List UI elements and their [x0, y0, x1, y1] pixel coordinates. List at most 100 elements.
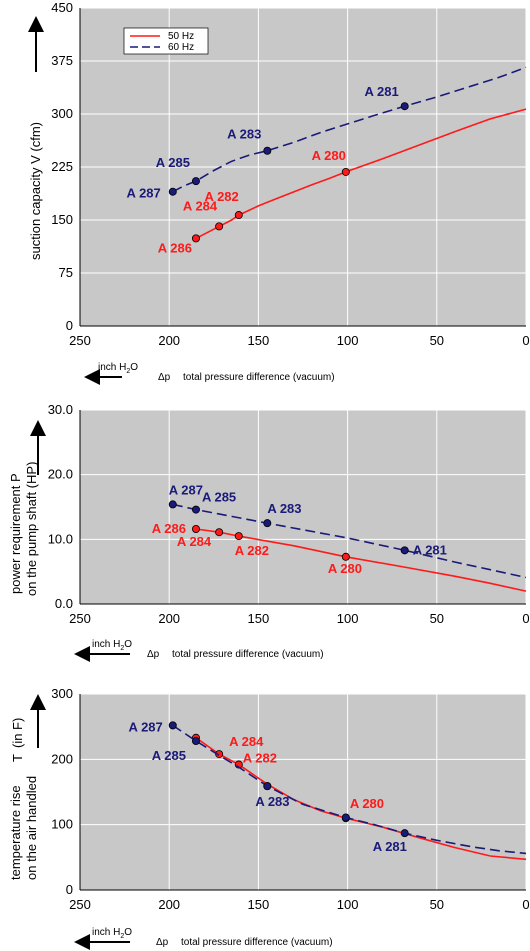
point-label: A 285: [156, 155, 190, 170]
point-label: A 280: [350, 796, 384, 811]
point-label: A 282: [243, 751, 277, 766]
y-axis-label-line1: power requirement P: [8, 473, 23, 594]
point-label: A 283: [227, 127, 261, 142]
series-line-60hz: [172, 66, 527, 193]
x-axis-delta: Δp: [158, 372, 171, 383]
data-point-50hz: [341, 552, 350, 561]
data-point-60hz: [168, 500, 177, 509]
x-axis-unit: inch H2O: [92, 927, 132, 940]
point-label: A 281: [413, 542, 447, 557]
legend-box: [123, 27, 209, 55]
data-point-60hz: [400, 102, 409, 111]
data-point-50hz: [234, 211, 243, 220]
x-tick-label: 250: [69, 897, 91, 912]
y-tick-label: 75: [59, 265, 73, 280]
point-label: A 280: [312, 148, 346, 163]
point-label: A 283: [255, 794, 289, 809]
plot-area: [80, 410, 526, 604]
data-point-50hz: [234, 532, 243, 541]
x-tick-labels: 250 200 150 100 50 0: [69, 611, 529, 626]
y-tick-label: 375: [51, 53, 73, 68]
point-labels: A 287 A 285 A 283 A 281 A 284 A 282 A 280: [129, 719, 407, 854]
data-point-60hz: [263, 519, 272, 528]
y-tick-label: 225: [51, 159, 73, 174]
legend: 50 Hz 60 Hz: [123, 27, 209, 55]
y-tick-label: 0: [66, 882, 73, 897]
x-tick-labels: 250 200 150 100 50 0: [69, 897, 529, 912]
y-tick-label: 20.0: [48, 467, 73, 482]
point-label: A 284: [229, 734, 264, 749]
series-line-60hz: [172, 503, 527, 579]
point-label: A 282: [205, 189, 239, 204]
x-axis-label: total pressure difference (vacuum): [181, 937, 333, 948]
series-layer: [168, 500, 527, 592]
x-tick-label: 150: [248, 611, 270, 626]
y-axis-label-line1: temperature rise: [8, 785, 23, 880]
point-label: A 285: [202, 490, 236, 505]
data-point-50hz: [191, 234, 200, 243]
gridlines: [79, 409, 527, 605]
gridlines: [79, 693, 527, 891]
point-label: A 287: [127, 186, 161, 201]
x-tick-label: 200: [158, 333, 180, 348]
x-axis-delta: Δp: [156, 937, 169, 948]
y-tick-label: 150: [51, 212, 73, 227]
series-layer: [168, 66, 527, 243]
data-point-60hz: [168, 721, 177, 730]
chart-suction-capacity: 0 75 150 225 300 375 450 250 200 150 100 50 0 A 281…: [28, 0, 530, 385]
y-tick-label: 30.0: [48, 402, 73, 417]
y-tick-label: 300: [51, 106, 73, 121]
x-tick-label: 150: [248, 897, 270, 912]
data-point-60hz: [263, 782, 272, 791]
gridlines: [79, 7, 527, 327]
x-axis-delta: Δp: [147, 649, 160, 660]
data-point-60hz: [400, 829, 409, 838]
point-label: A 287: [169, 482, 203, 497]
x-tick-label: 100: [337, 897, 359, 912]
y-tick-label: 300: [51, 686, 73, 701]
x-tick-label: 50: [430, 333, 444, 348]
x-tick-labels: 250 200 150 100 50 0: [69, 333, 529, 348]
y-axis-label: suction capacity V (cfm): [28, 122, 43, 260]
y-tick-label: 100: [51, 817, 73, 832]
x-axis-label: total pressure difference (vacuum): [183, 372, 335, 383]
x-axis-unit: inch H2O: [92, 639, 132, 652]
point-label: A 284: [177, 534, 212, 549]
x-axis-unit: inch H2O: [98, 362, 138, 375]
data-point-60hz: [191, 737, 200, 746]
y-tick-labels: 0.0 10.0 20.0 30.0: [48, 402, 73, 611]
data-point-50hz: [191, 524, 200, 533]
y-tick-label: 0: [66, 318, 73, 333]
x-tick-label: 100: [337, 333, 359, 348]
y-axis-label-line2: on the air handled: [24, 776, 39, 880]
data-point-60hz: [168, 187, 177, 196]
y-axis-label-unit: (in F): [10, 718, 25, 748]
point-label: A 286: [158, 240, 192, 255]
series-layer: [168, 721, 527, 861]
point-label: A 286: [152, 521, 186, 536]
plot-area: [80, 694, 526, 890]
x-tick-label: 0: [522, 333, 529, 348]
y-tick-labels: 0 100 200 300: [51, 686, 73, 897]
data-point-60hz: [400, 546, 409, 555]
data-point-60hz: [191, 505, 200, 514]
point-label: A 282: [235, 543, 269, 558]
series-line-50hz: [195, 108, 527, 240]
data-point-50hz: [215, 528, 224, 537]
y-tick-label: 450: [51, 0, 73, 15]
x-tick-label: 250: [69, 333, 91, 348]
x-axis-label: total pressure difference (vacuum): [172, 649, 324, 660]
point-label: A 281: [364, 84, 398, 99]
y-tick-label: 200: [51, 751, 73, 766]
legend-entry-50hz: 50 Hz: [168, 31, 194, 42]
x-tick-label: 50: [430, 897, 444, 912]
point-label: A 280: [328, 561, 362, 576]
point-label: A 285: [152, 748, 186, 763]
x-tick-label: 0: [522, 897, 529, 912]
data-point-60hz: [263, 146, 272, 155]
